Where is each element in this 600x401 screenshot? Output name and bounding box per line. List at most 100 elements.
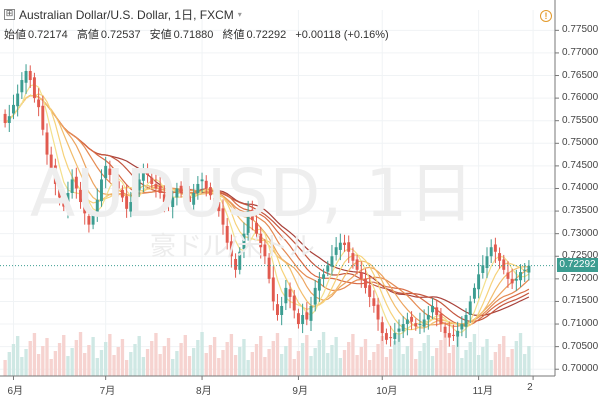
last-price-tag: 0.72292	[557, 258, 598, 272]
candle-body	[397, 328, 401, 332]
alert-icon[interactable]: !	[540, 10, 552, 22]
candle-body	[49, 154, 53, 169]
candle-body	[79, 189, 82, 203]
candle-body	[150, 177, 154, 184]
candle-body	[137, 179, 141, 191]
volume-bar	[103, 342, 108, 376]
candle-body	[401, 324, 405, 332]
chevron-down-icon[interactable]: ▾	[237, 9, 242, 19]
volume-bar	[363, 339, 368, 376]
volume-bar	[66, 356, 70, 376]
volume-bar	[36, 354, 41, 376]
candle-body	[112, 174, 116, 184]
volume-bar	[334, 337, 338, 376]
volume-bar	[191, 348, 196, 376]
volume-bar	[137, 336, 141, 376]
ma-line	[4, 94, 530, 327]
candle-body	[263, 244, 267, 257]
volume-bar	[426, 335, 431, 376]
volume-bar	[200, 332, 204, 376]
volume-bar	[212, 337, 217, 376]
volume-bar	[493, 352, 498, 376]
candle-body	[426, 315, 430, 320]
volume-bar	[162, 346, 167, 376]
candle-body	[514, 278, 518, 281]
volume-bar	[338, 358, 343, 376]
candle-body	[472, 287, 476, 299]
volume-bar	[518, 333, 523, 376]
volume-bar	[145, 349, 150, 376]
candle-body	[431, 305, 434, 313]
close-label: 終値	[222, 29, 245, 41]
volume-bar	[401, 354, 405, 376]
candle-body	[322, 274, 326, 279]
high-value: 0.72537	[100, 29, 141, 41]
candle-body	[158, 185, 162, 193]
y-tick-label: 0.74500	[562, 159, 599, 171]
candle-body	[192, 193, 196, 205]
volume-bar	[229, 334, 234, 376]
candle-body	[343, 242, 346, 245]
candle-body	[267, 257, 271, 279]
candle-body	[208, 187, 212, 196]
candle-body	[108, 168, 112, 175]
volume-bar	[317, 340, 322, 376]
y-tick-label: 0.70000	[562, 363, 599, 375]
candle-body	[221, 208, 225, 225]
volume-bar	[367, 360, 372, 376]
chart-header: ⊞ Australian Dollar/U.S. Dollar, 1日, FXC…	[4, 6, 242, 22]
y-tick-label: 0.77500	[562, 24, 599, 36]
volume-bar	[351, 334, 355, 376]
candle-body	[87, 216, 91, 225]
candle-body	[418, 324, 422, 326]
volume-bar	[254, 344, 259, 376]
candle-body	[296, 313, 300, 325]
volume-bar	[7, 352, 11, 376]
candle-body	[83, 200, 87, 214]
candle-body	[225, 225, 229, 243]
candle-body	[183, 194, 187, 198]
candle-body	[24, 71, 28, 83]
volume-bar	[393, 341, 397, 376]
candle-body	[301, 315, 305, 325]
volume-bar	[380, 336, 384, 376]
volume-bar	[460, 358, 464, 376]
candle-body	[146, 169, 150, 175]
candle-body	[347, 242, 351, 252]
volume-bar	[300, 343, 305, 376]
candle-body	[70, 179, 74, 193]
open-label: 始値	[4, 29, 26, 41]
volume-bar	[95, 358, 99, 376]
candle-body	[188, 196, 191, 203]
candle-body	[167, 200, 170, 205]
candle-body	[460, 324, 464, 330]
volume-bar	[53, 351, 58, 376]
y-tick-label: 0.75500	[562, 114, 599, 126]
candle-body	[326, 265, 330, 272]
candle-body	[175, 188, 179, 198]
volume-bar	[204, 353, 208, 376]
candle-body	[125, 196, 129, 209]
candle-body	[16, 93, 20, 107]
volume-bar	[472, 334, 477, 376]
volume-bar	[150, 341, 154, 376]
volume-bar	[166, 338, 171, 376]
volume-bar	[263, 357, 267, 376]
volume-bar	[296, 351, 301, 376]
candle-body	[28, 71, 32, 81]
candle-body	[204, 180, 208, 189]
x-tick-label: 2	[527, 382, 533, 393]
candle-body	[3, 113, 7, 123]
volume-bar	[422, 343, 426, 376]
volume-bar	[279, 354, 284, 376]
volume-bar	[510, 349, 514, 376]
candle-body	[288, 289, 292, 297]
candle-body	[104, 165, 108, 179]
volume-bar	[11, 344, 16, 376]
volume-bar	[271, 341, 275, 376]
candle-body	[91, 215, 95, 225]
expand-icon[interactable]: ⊞	[4, 8, 15, 20]
ohlc-legend: 始値 0.72174 高値 0.72537 安値 0.71880 終値 0.72292 …	[4, 26, 389, 42]
candle-body	[338, 242, 342, 250]
